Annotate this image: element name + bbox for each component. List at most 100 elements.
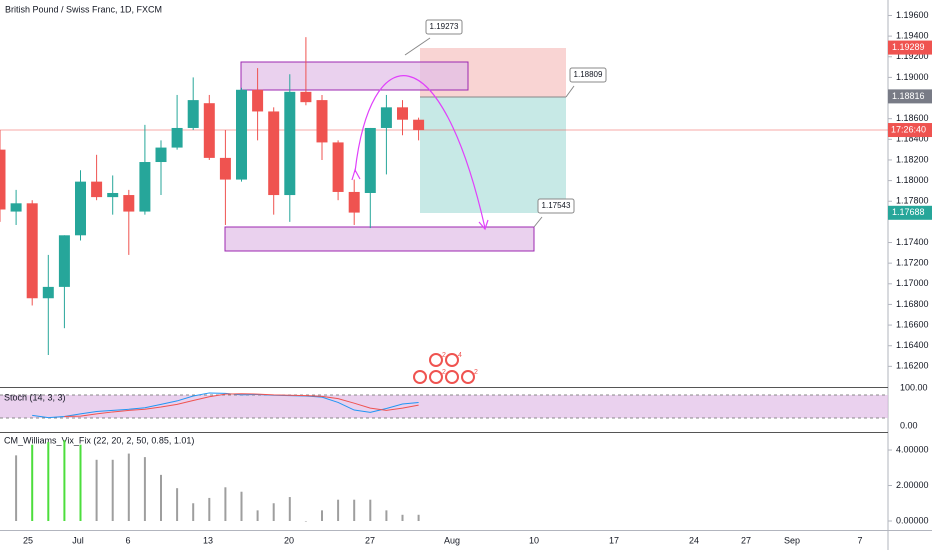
vix-tick-label: 2.00000	[896, 480, 929, 490]
callout-leader	[404, 37, 431, 56]
vix-bar	[272, 503, 275, 521]
event-icon	[461, 370, 475, 384]
callout-leader	[565, 85, 575, 98]
y-tick-label: 1.16400	[896, 340, 929, 350]
vix-bar	[95, 459, 98, 521]
x-tick-label: 10	[529, 535, 539, 545]
y-tick-label: 1.19600	[896, 10, 929, 20]
candle-body	[123, 195, 135, 212]
stoch-line	[32, 392, 419, 419]
vix-bar	[256, 510, 259, 521]
stoch-label: Stoch (14, 3, 3)	[4, 392, 66, 402]
price-tag-label: 1.17688	[892, 207, 925, 217]
candle-body	[58, 235, 70, 287]
stoch-line	[64, 393, 419, 417]
candle-body	[316, 100, 328, 143]
vix-bar	[417, 514, 420, 521]
y-tick-label: 1.18000	[896, 175, 929, 185]
candle-body	[42, 286, 54, 299]
vix-bar	[192, 503, 195, 521]
y-tick-label: 1.16200	[896, 361, 929, 371]
x-tick-label: 6	[125, 535, 130, 545]
y-tick-label: 1.19400	[896, 30, 929, 40]
candle-body	[332, 142, 344, 192]
event-count: 2	[474, 369, 478, 376]
event-count: 2	[442, 369, 446, 376]
candle-body	[171, 127, 183, 148]
supply-zone	[240, 61, 469, 91]
candle-body	[219, 157, 231, 180]
callout-leader	[533, 216, 543, 228]
x-tick-label: 27	[741, 535, 751, 545]
event-count: 4	[458, 352, 462, 359]
x-tick-label: Jul	[72, 535, 84, 545]
y-tick-label: 1.19000	[896, 72, 929, 82]
vix-bar	[208, 497, 211, 521]
candle-body	[10, 203, 22, 212]
callout-box	[425, 19, 463, 35]
vix-bar	[15, 455, 18, 521]
callout-label: 1.18809	[574, 70, 603, 79]
y-tick-label: 1.16600	[896, 319, 929, 329]
price-tag-label: 1.18816	[892, 91, 925, 101]
event-icon	[445, 353, 459, 367]
candle-body	[107, 192, 119, 198]
stoch-band	[0, 395, 888, 418]
vix-bar	[369, 499, 372, 521]
candle-body	[300, 91, 312, 103]
candle-body	[268, 111, 280, 196]
price-tag	[888, 205, 932, 220]
y-tick-label: 1.17000	[896, 278, 929, 288]
vix-bar	[337, 499, 340, 521]
demand-zone	[224, 226, 535, 252]
candle-body	[203, 103, 215, 158]
callout-box	[569, 67, 607, 83]
vix-bar	[111, 459, 114, 521]
countdown-tag	[888, 123, 932, 138]
event-icon	[429, 353, 443, 367]
vix-bar	[63, 440, 66, 521]
event-icon	[413, 370, 427, 384]
vix-bar	[160, 474, 162, 521]
candle-body	[26, 203, 38, 299]
vix-bar	[79, 444, 82, 521]
x-tick-label: Sep	[784, 535, 800, 545]
price-tag-label: 1.19289	[892, 42, 925, 52]
vix-bar	[31, 444, 34, 521]
vix-label: CM_Williams_Vix_Fix (22, 20, 2, 50, 0.85…	[4, 435, 194, 445]
projection-arrow	[351, 168, 361, 181]
x-tick-label: 25	[23, 535, 33, 545]
vix-bar	[304, 521, 307, 522]
candle-body	[252, 89, 264, 112]
x-tick-label: Aug	[444, 535, 460, 545]
candle-body	[236, 89, 247, 180]
price-tag	[888, 89, 932, 104]
x-tick-label: 7	[857, 535, 862, 545]
event-icon	[445, 370, 459, 384]
y-tick-label: 1.17400	[896, 237, 929, 247]
stoch-tick-label: 0.00	[900, 420, 918, 430]
candle-body	[397, 107, 408, 120]
stoch-tick-label: 100.00	[900, 382, 928, 392]
event-count: 2	[442, 352, 446, 359]
vix-bar	[401, 514, 404, 521]
y-tick-label: 1.19200	[896, 51, 929, 61]
callout-label: 1.19273	[430, 22, 459, 31]
vix-bar	[176, 488, 179, 521]
projection-arrow	[478, 219, 489, 231]
projection-curve	[354, 75, 486, 229]
candle-body	[155, 147, 167, 163]
candle-body	[187, 100, 199, 128]
candle-body	[364, 127, 376, 193]
target-zone	[420, 97, 566, 213]
vix-bar	[321, 510, 323, 521]
vix-bar	[47, 442, 50, 521]
callout-box	[537, 198, 575, 214]
y-tick-label: 1.17800	[896, 196, 929, 206]
vix-bar	[143, 457, 146, 521]
x-tick-label: 24	[689, 535, 699, 545]
y-tick-label: 1.18200	[896, 154, 929, 164]
callout-label: 1.17543	[542, 201, 571, 210]
candle-body	[348, 191, 360, 213]
